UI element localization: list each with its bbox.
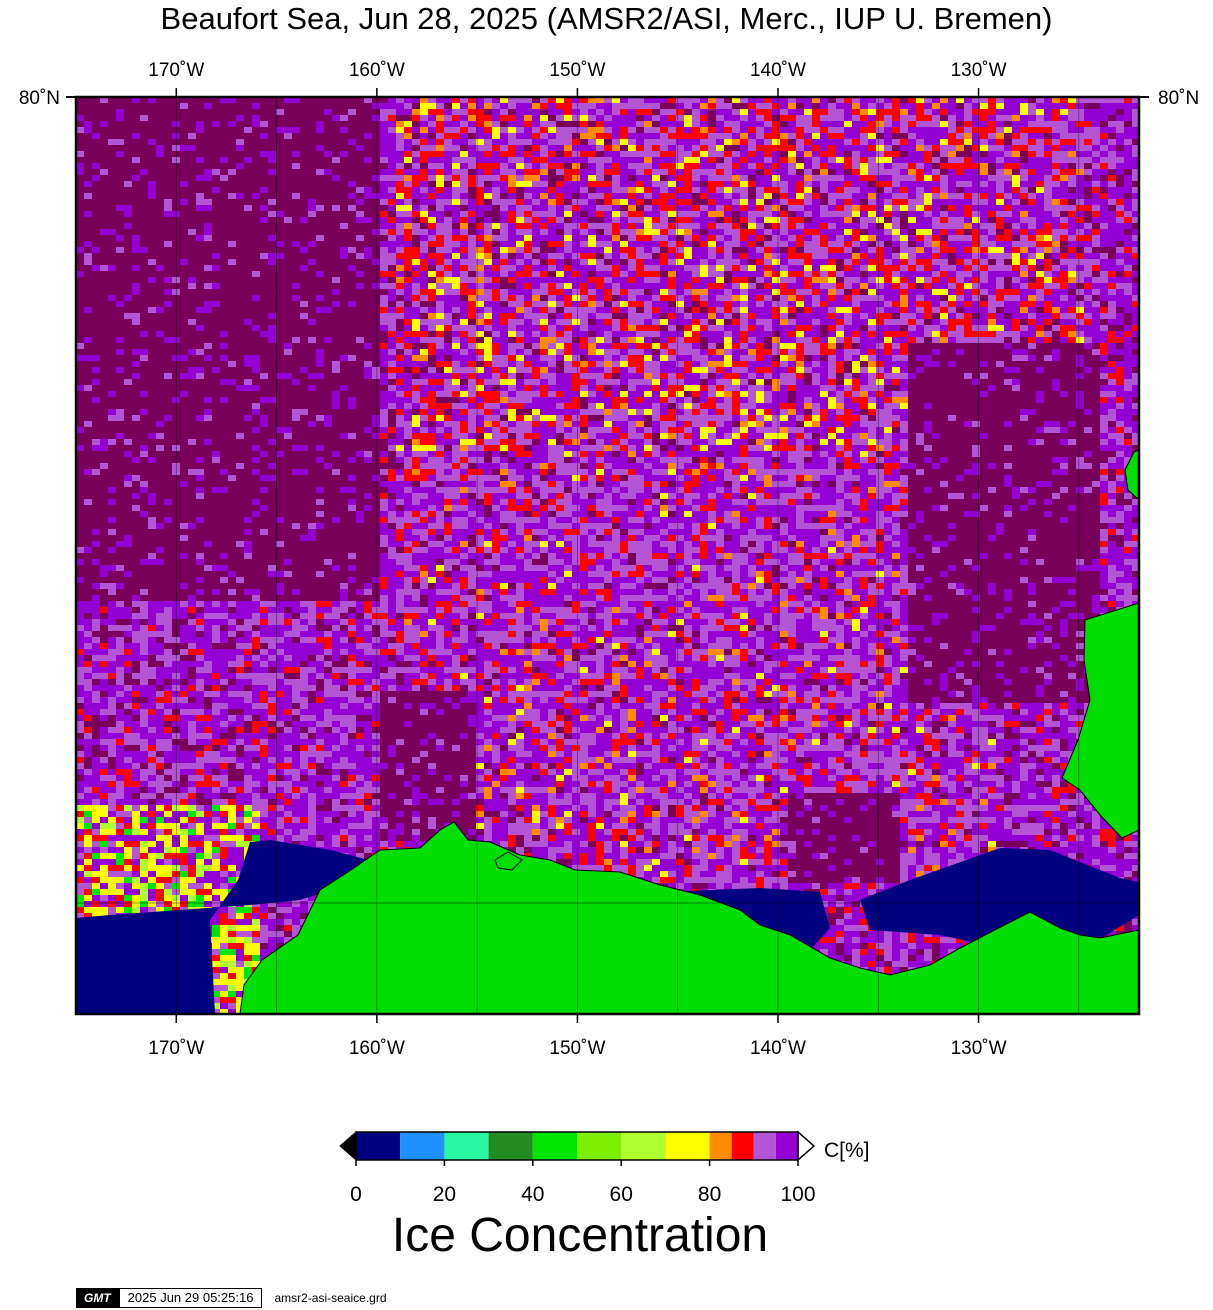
lon-label-bottom-0: 170˚W	[148, 1038, 204, 1059]
colorbar-bin-4	[532, 1132, 577, 1160]
map-frame	[74, 95, 1141, 1016]
colorbar-bin-2	[444, 1132, 489, 1160]
lon-label-bottom-2: 150˚W	[549, 1038, 605, 1059]
ice-concentration-field	[76, 97, 1139, 1014]
grid-file-name: amsr2-asi-seaice.grd	[274, 1291, 387, 1305]
timestamp: 2025 Jun 29 05:25:16	[118, 1288, 263, 1308]
colorbar-bin-11	[775, 1132, 798, 1160]
colorbar-tick-5: 100	[780, 1183, 815, 1206]
lon-label-top-4: 130˚W	[951, 60, 1007, 81]
lon-label-top-1: 160˚W	[349, 60, 405, 81]
colorbar-bin-5	[577, 1132, 622, 1160]
graticule	[76, 97, 1139, 1014]
colorbar-bin-10	[753, 1132, 776, 1160]
colorbar-bin-1	[400, 1132, 445, 1160]
colorbar-bin-7	[665, 1132, 710, 1160]
lat-label-left: 80˚N	[19, 88, 60, 109]
colorbar-bin-3	[488, 1132, 533, 1160]
colorbar-frame	[355, 1131, 799, 1161]
lat-label-right: 80˚N	[1158, 88, 1199, 109]
colorbar-bin-6	[621, 1132, 666, 1160]
map-title: Beaufort Sea, Jun 28, 2025 (AMSR2/ASI, M…	[160, 1, 1053, 36]
colorbar: 0 20 40 60 80 100 C[%]	[339, 1130, 870, 1206]
lon-label-bottom-3: 140˚W	[750, 1038, 806, 1059]
colorbar-title: Ice Concentration	[391, 1209, 769, 1262]
colorbar-tick-1: 20	[433, 1183, 456, 1206]
lon-label-top-3: 140˚W	[750, 60, 806, 81]
footer: GMT 2025 Jun 29 05:25:16 amsr2-asi-seaic…	[76, 1288, 387, 1308]
colorbar-bin-9	[731, 1132, 754, 1160]
colorbar-unit-label: C[%]	[824, 1139, 870, 1162]
land-mass	[239, 449, 1139, 1014]
colorbar-over-triangle	[797, 1130, 816, 1162]
colorbar-tick-3: 60	[610, 1183, 633, 1206]
gmt-logo: GMT	[76, 1288, 119, 1308]
colorbar-tick-2: 40	[521, 1183, 544, 1206]
colorbar-bin-8	[709, 1132, 732, 1160]
lon-label-top-2: 150˚W	[549, 60, 605, 81]
colorbar-under-triangle	[339, 1130, 357, 1162]
colorbar-tick-4: 80	[698, 1183, 721, 1206]
colorbar-bin-0	[356, 1132, 401, 1160]
lon-label-bottom-4: 130˚W	[951, 1038, 1007, 1059]
lon-label-top-0: 170˚W	[148, 60, 204, 81]
lon-label-bottom-1: 160˚W	[349, 1038, 405, 1059]
colorbar-tick-0: 0	[350, 1183, 362, 1206]
